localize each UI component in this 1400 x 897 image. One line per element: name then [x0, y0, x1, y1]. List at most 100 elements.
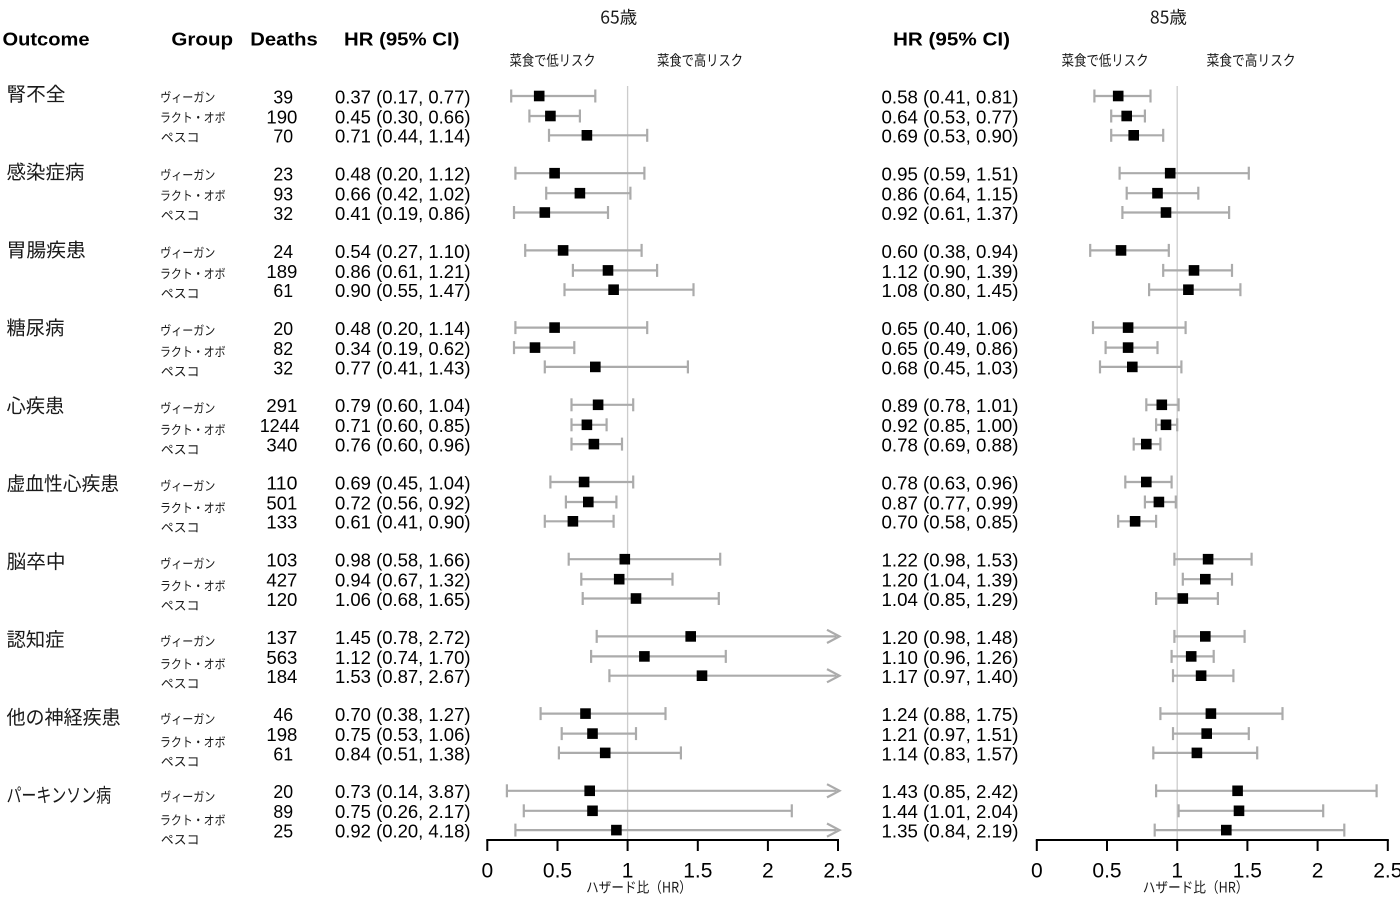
svg-text:0.71 (0.44, 1.14): 0.71 (0.44, 1.14)	[335, 127, 471, 147]
svg-text:0.64 (0.53, 0.77): 0.64 (0.53, 0.77)	[882, 107, 1019, 127]
svg-text:0.72 (0.56, 0.92): 0.72 (0.56, 0.92)	[335, 493, 471, 513]
svg-text:1.43 (0.85, 2.42): 1.43 (0.85, 2.42)	[882, 782, 1019, 802]
svg-text:0.87 (0.77, 0.99): 0.87 (0.77, 0.99)	[882, 493, 1019, 513]
svg-text:291: 291	[266, 396, 297, 416]
svg-text:0.73 (0.14, 3.87): 0.73 (0.14, 3.87)	[335, 782, 471, 802]
svg-text:198: 198	[266, 725, 297, 745]
svg-text:0.65 (0.40, 1.06): 0.65 (0.40, 1.06)	[882, 319, 1019, 339]
svg-text:32: 32	[273, 358, 293, 378]
svg-text:0.77 (0.41, 1.43): 0.77 (0.41, 1.43)	[335, 358, 471, 378]
svg-text:0.41 (0.19, 0.86): 0.41 (0.19, 0.86)	[335, 204, 471, 224]
svg-text:0.98 (0.58, 1.66): 0.98 (0.58, 1.66)	[335, 551, 471, 571]
svg-text:61: 61	[273, 744, 293, 764]
svg-text:2: 2	[762, 859, 774, 882]
svg-text:1.24 (0.88, 1.75): 1.24 (0.88, 1.75)	[882, 705, 1019, 725]
svg-text:0.92 (0.85, 1.00): 0.92 (0.85, 1.00)	[882, 416, 1019, 436]
svg-text:0.75 (0.53, 1.06): 0.75 (0.53, 1.06)	[335, 725, 471, 745]
svg-text:0.66 (0.42, 1.02): 0.66 (0.42, 1.02)	[335, 185, 471, 205]
svg-text:23: 23	[273, 165, 293, 185]
svg-text:Outcome: Outcome	[3, 30, 90, 50]
svg-text:0.78 (0.63, 0.96): 0.78 (0.63, 0.96)	[882, 473, 1019, 493]
svg-text:0.69 (0.45, 1.04): 0.69 (0.45, 1.04)	[335, 473, 471, 493]
svg-text:HR (95% CI): HR (95% CI)	[893, 30, 1010, 50]
svg-text:0.54 (0.27, 1.10): 0.54 (0.27, 1.10)	[335, 242, 471, 262]
svg-text:1.10 (0.96, 1.26): 1.10 (0.96, 1.26)	[882, 648, 1019, 668]
svg-text:1.12 (0.90, 1.39): 1.12 (0.90, 1.39)	[882, 262, 1019, 282]
svg-text:0.94 (0.67, 1.32): 0.94 (0.67, 1.32)	[335, 571, 471, 591]
svg-text:25: 25	[273, 822, 293, 842]
svg-text:70: 70	[273, 127, 293, 147]
svg-text:0.84 (0.51, 1.38): 0.84 (0.51, 1.38)	[335, 744, 471, 764]
svg-text:427: 427	[266, 571, 297, 591]
svg-text:0.34 (0.19, 0.62): 0.34 (0.19, 0.62)	[335, 339, 471, 359]
svg-text:20: 20	[273, 782, 293, 802]
svg-text:0.60 (0.38, 0.94): 0.60 (0.38, 0.94)	[882, 242, 1019, 262]
svg-text:190: 190	[266, 107, 297, 127]
svg-text:0.76 (0.60, 0.96): 0.76 (0.60, 0.96)	[335, 436, 471, 456]
svg-text:0.48 (0.20, 1.14): 0.48 (0.20, 1.14)	[335, 319, 471, 339]
svg-text:1.45 (0.78, 2.72): 1.45 (0.78, 2.72)	[335, 628, 471, 648]
svg-text:1: 1	[622, 859, 634, 882]
svg-text:0.61 (0.41, 0.90): 0.61 (0.41, 0.90)	[335, 513, 471, 533]
svg-text:0.45 (0.30, 0.66): 0.45 (0.30, 0.66)	[335, 107, 471, 127]
svg-text:0.95 (0.59, 1.51): 0.95 (0.59, 1.51)	[882, 165, 1019, 185]
svg-text:0.58 (0.41, 0.81): 0.58 (0.41, 0.81)	[882, 87, 1019, 107]
svg-text:39: 39	[273, 87, 293, 107]
svg-text:184: 184	[266, 667, 297, 687]
svg-text:0.69 (0.53, 0.90): 0.69 (0.53, 0.90)	[882, 127, 1019, 147]
svg-text:0.92 (0.61, 1.37): 0.92 (0.61, 1.37)	[882, 204, 1019, 224]
svg-text:103: 103	[266, 551, 297, 571]
svg-text:1.06 (0.68, 1.65): 1.06 (0.68, 1.65)	[335, 590, 471, 610]
svg-text:0.5: 0.5	[543, 859, 572, 882]
svg-text:1.20 (0.98, 1.48): 1.20 (0.98, 1.48)	[882, 628, 1019, 648]
svg-text:563: 563	[266, 648, 297, 668]
svg-text:2: 2	[1312, 859, 1324, 882]
svg-text:2.5: 2.5	[1373, 859, 1400, 882]
svg-text:0.86 (0.61, 1.21): 0.86 (0.61, 1.21)	[335, 262, 471, 282]
svg-text:1.5: 1.5	[683, 859, 712, 882]
svg-text:93: 93	[273, 185, 293, 205]
svg-text:1.14 (0.83, 1.57): 1.14 (0.83, 1.57)	[882, 744, 1019, 764]
svg-text:20: 20	[273, 319, 293, 339]
svg-text:0.79 (0.60, 1.04): 0.79 (0.60, 1.04)	[335, 396, 471, 416]
svg-text:110: 110	[266, 473, 297, 493]
svg-text:0.89 (0.78, 1.01): 0.89 (0.78, 1.01)	[882, 396, 1019, 416]
svg-text:133: 133	[266, 513, 297, 533]
svg-text:1.12 (0.74, 1.70): 1.12 (0.74, 1.70)	[335, 648, 471, 668]
svg-text:1: 1	[1171, 859, 1183, 882]
svg-text:0.5: 0.5	[1092, 859, 1121, 882]
svg-text:32: 32	[273, 204, 293, 224]
svg-text:46: 46	[273, 705, 293, 725]
svg-text:0.86 (0.64, 1.15): 0.86 (0.64, 1.15)	[882, 185, 1019, 205]
svg-text:2.5: 2.5	[823, 859, 852, 882]
svg-text:Group: Group	[171, 30, 233, 50]
svg-text:1.20 (1.04, 1.39): 1.20 (1.04, 1.39)	[882, 571, 1019, 591]
svg-text:82: 82	[273, 339, 293, 359]
svg-text:1.44 (1.01, 2.04): 1.44 (1.01, 2.04)	[882, 802, 1019, 822]
svg-text:Deaths: Deaths	[250, 30, 317, 50]
svg-text:0.78 (0.69, 0.88): 0.78 (0.69, 0.88)	[882, 436, 1019, 456]
svg-text:61: 61	[273, 281, 293, 301]
svg-text:501: 501	[266, 493, 297, 513]
svg-text:0: 0	[1031, 859, 1043, 882]
svg-text:0.68 (0.45, 1.03): 0.68 (0.45, 1.03)	[882, 358, 1019, 378]
svg-text:0.65 (0.49, 0.86): 0.65 (0.49, 0.86)	[882, 339, 1019, 359]
svg-text:189: 189	[266, 262, 297, 282]
svg-text:120: 120	[266, 590, 297, 610]
svg-text:0.70 (0.38, 1.27): 0.70 (0.38, 1.27)	[335, 705, 471, 725]
svg-text:1.21 (0.97, 1.51): 1.21 (0.97, 1.51)	[882, 725, 1019, 745]
svg-text:0.92 (0.20, 4.18): 0.92 (0.20, 4.18)	[335, 822, 471, 842]
svg-text:1.04 (0.85, 1.29): 1.04 (0.85, 1.29)	[882, 590, 1019, 610]
svg-text:1.17 (0.97, 1.40): 1.17 (0.97, 1.40)	[882, 667, 1019, 687]
svg-text:340: 340	[266, 436, 297, 456]
svg-text:1.08 (0.80, 1.45): 1.08 (0.80, 1.45)	[882, 281, 1019, 301]
svg-text:0.71 (0.60, 0.85): 0.71 (0.60, 0.85)	[335, 416, 471, 436]
svg-text:1244: 1244	[260, 416, 300, 436]
svg-text:1.5: 1.5	[1233, 859, 1262, 882]
svg-text:137: 137	[266, 628, 297, 648]
svg-text:0.48 (0.20, 1.12): 0.48 (0.20, 1.12)	[335, 165, 471, 185]
svg-text:HR (95% CI): HR (95% CI)	[344, 30, 459, 50]
svg-text:0: 0	[481, 859, 493, 882]
svg-text:89: 89	[273, 802, 293, 822]
svg-text:0.75 (0.26, 2.17): 0.75 (0.26, 2.17)	[335, 802, 471, 822]
